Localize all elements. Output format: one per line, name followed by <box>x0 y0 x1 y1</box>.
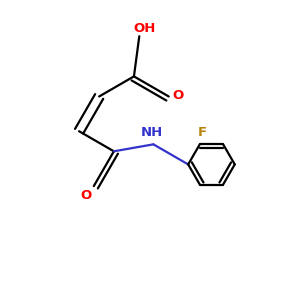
Text: O: O <box>172 88 184 102</box>
Text: O: O <box>80 189 92 202</box>
Text: F: F <box>198 126 207 139</box>
Text: OH: OH <box>134 22 156 35</box>
Text: NH: NH <box>141 126 163 139</box>
